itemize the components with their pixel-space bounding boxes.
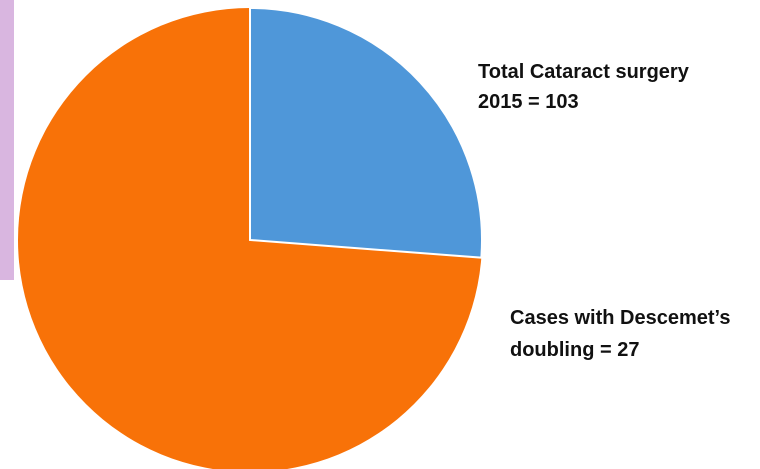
annotation: 2015 = 103 [478, 91, 579, 113]
pie-slice [249, 6, 483, 259]
annotation: Total Cataract surgery [478, 61, 690, 83]
annotation: Cases with Descemet’s [510, 307, 730, 329]
background-image-edge [0, 0, 14, 280]
pie [18, 6, 483, 469]
annotation: doubling = 27 [510, 339, 639, 361]
